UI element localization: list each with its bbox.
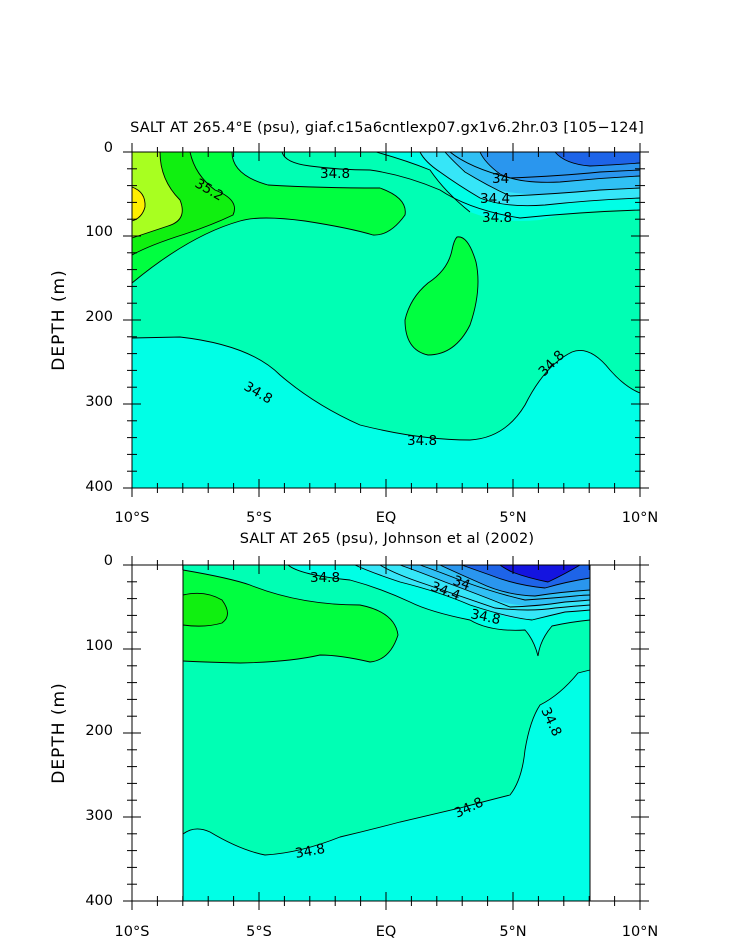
contour-label: 34: [492, 171, 509, 187]
fill-deep-34.6-34.8: [183, 670, 590, 901]
x-tick-label: 5°N: [499, 510, 526, 526]
chart-title-bottom: SALT AT 265 (psu), Johnson et al (2002): [240, 531, 534, 547]
x-tick-label: 10°S: [115, 510, 150, 526]
contour-label: 34.8: [320, 166, 350, 182]
x-tick-label: 5°S: [246, 924, 272, 940]
contour-label: 34: [451, 573, 473, 594]
y-axis-label-top: DEPTH (m): [49, 269, 69, 370]
y-tick-label: 100: [85, 224, 113, 240]
x-tick-label: 5°S: [246, 510, 272, 526]
x-tick-label: 10°N: [622, 510, 659, 526]
y-tick-label: 400: [85, 893, 113, 909]
x-tick-label: 10°N: [622, 924, 659, 940]
y-tick-label: 200: [85, 723, 113, 739]
contour-label: 34.8: [310, 570, 340, 586]
contour-label: 34.8: [294, 841, 326, 862]
fill-lt-33.8: [500, 565, 580, 582]
x-tick-label: EQ: [376, 924, 397, 940]
contour-label: 34.8: [407, 433, 437, 449]
contour-label: 34.4: [480, 191, 510, 207]
y-tick-label: 0: [104, 553, 113, 569]
fill-33.8-34.0: [555, 152, 640, 166]
fill-deep-34.6-34.8: [132, 337, 640, 488]
y-tick-label: 100: [85, 638, 113, 654]
y-tick-label: 400: [85, 479, 113, 495]
x-tick-label: 5°N: [499, 924, 526, 940]
fill-35.4-35.6: [132, 152, 183, 238]
y-tick-label: 300: [85, 394, 113, 410]
y-axis-label-bottom: DEPTH (m): [49, 682, 69, 783]
panel-top: SALT AT 265.4°E (psu), giaf.c15a6cntlexp…: [49, 120, 658, 526]
contour-label: 34.8: [469, 606, 502, 628]
ticks-top: [123, 143, 649, 497]
ticks-bottom: [123, 556, 649, 910]
fill-lens-35.0-35.2: [405, 236, 478, 355]
contour-labels-bottom: 34.8 34 34.4 34.8 34.8 34.8 34.8: [294, 570, 565, 862]
fill-gt-35.6: [132, 187, 146, 221]
fill-35.0-35.2: [183, 570, 398, 663]
y-tick-label: 200: [85, 309, 113, 325]
x-tick-label: 10°S: [115, 924, 150, 940]
y-tick-label: 0: [104, 140, 113, 156]
contour-lines-bottom: [182, 564, 591, 856]
chart-title-top: SALT AT 265.4°E (psu), giaf.c15a6cntlexp…: [130, 120, 644, 136]
contour-lines-top: [131, 151, 641, 441]
fill-35.2-35.4: [183, 593, 228, 627]
y-tick-label: 300: [85, 808, 113, 824]
panel-bottom: SALT AT 265 (psu), Johnson et al (2002) …: [49, 531, 658, 940]
x-tick-label: EQ: [376, 510, 397, 526]
contour-label: 34.8: [482, 210, 512, 226]
